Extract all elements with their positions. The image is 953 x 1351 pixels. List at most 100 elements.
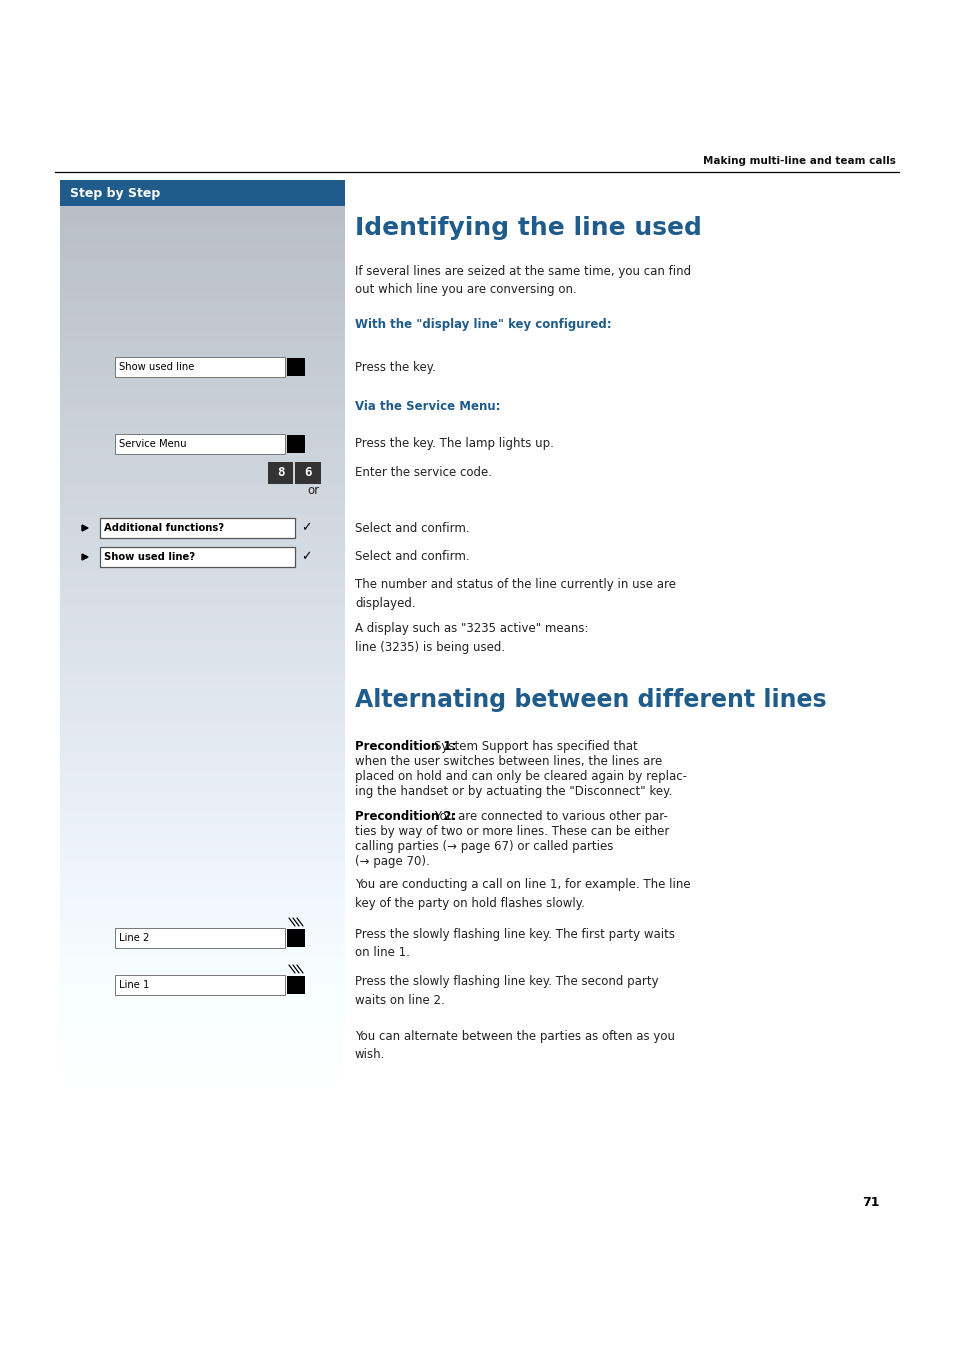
Bar [60, 538, 345, 546]
Bar [60, 1001, 345, 1011]
Bar [60, 390, 345, 399]
Text: Show used line: Show used line [119, 362, 194, 372]
Bar [115, 357, 285, 377]
Bar [60, 478, 345, 486]
Bar [60, 811, 345, 819]
Bar [60, 339, 345, 347]
Text: With the "display line" key configured:: With the "display line" key configured: [355, 317, 611, 331]
Bar [60, 309, 345, 317]
Bar [115, 928, 285, 948]
Bar [60, 877, 345, 885]
Bar [60, 796, 345, 804]
Bar [115, 975, 285, 994]
Bar [60, 935, 345, 943]
Text: or: or [308, 485, 319, 497]
Bar [60, 286, 345, 296]
Bar [60, 744, 345, 753]
Bar [60, 670, 345, 678]
Bar [60, 213, 345, 222]
Bar [60, 331, 345, 339]
Bar [60, 376, 345, 384]
Bar [287, 435, 305, 453]
Text: Press the key. The lamp lights up.: Press the key. The lamp lights up. [355, 438, 554, 450]
Bar [60, 228, 345, 236]
Bar [60, 567, 345, 576]
Bar [60, 412, 345, 420]
Bar [60, 626, 345, 634]
Bar [60, 1039, 345, 1047]
Bar [60, 301, 345, 311]
Bar [60, 825, 345, 834]
Bar [60, 553, 345, 561]
Polygon shape [82, 554, 88, 561]
Bar [60, 180, 345, 205]
Text: Line 1: Line 1 [119, 979, 150, 990]
Text: You can alternate between the parties as often as you
wish.: You can alternate between the parties as… [355, 1029, 675, 1062]
Text: Precondition 1:: Precondition 1: [355, 740, 456, 753]
Bar [287, 975, 305, 994]
Text: 6: 6 [304, 466, 312, 480]
Bar [60, 943, 345, 951]
Bar [60, 884, 345, 892]
Bar [60, 1016, 345, 1024]
Text: Press the slowly flashing line key. The second party
waits on line 2.: Press the slowly flashing line key. The … [355, 975, 658, 1006]
Bar [60, 869, 345, 877]
Bar [60, 354, 345, 362]
Bar [60, 250, 345, 258]
Bar [60, 205, 345, 215]
Bar [60, 648, 345, 657]
Bar [60, 958, 345, 966]
Bar [60, 544, 345, 553]
Text: Identifying the line used: Identifying the line used [355, 216, 701, 240]
Bar [60, 979, 345, 988]
Text: (→ page 70).: (→ page 70). [355, 855, 429, 867]
Text: 71: 71 [862, 1196, 879, 1209]
Bar [60, 854, 345, 863]
Bar [287, 358, 305, 376]
Text: Select and confirm.: Select and confirm. [355, 550, 469, 563]
Bar [60, 589, 345, 597]
Bar [60, 295, 345, 303]
Bar [60, 508, 345, 516]
Bar [60, 367, 345, 377]
Bar [60, 382, 345, 392]
Bar [60, 1067, 345, 1077]
Bar [60, 905, 345, 915]
Bar [60, 280, 345, 288]
Bar [60, 1009, 345, 1017]
Bar [60, 700, 345, 708]
Text: Service Menu: Service Menu [119, 439, 186, 449]
Text: A display such as "3235 active" means:
line (3235) is being used.: A display such as "3235 active" means: l… [355, 621, 588, 654]
Bar [60, 730, 345, 738]
Bar [60, 692, 345, 701]
Bar [60, 973, 345, 981]
Bar [60, 523, 345, 531]
Bar [60, 463, 345, 473]
Text: The number and status of the line currently in use are
displayed.: The number and status of the line curren… [355, 578, 676, 609]
Text: Additional functions?: Additional functions? [104, 523, 224, 534]
Polygon shape [82, 526, 88, 531]
Bar [60, 501, 345, 509]
Text: Making multi-line and team calls: Making multi-line and team calls [702, 155, 895, 166]
Bar [268, 462, 294, 484]
Bar [60, 471, 345, 480]
Bar [60, 758, 345, 767]
Bar [60, 316, 345, 324]
Bar [60, 582, 345, 590]
Bar [60, 273, 345, 281]
Text: Alternating between different lines: Alternating between different lines [355, 688, 825, 712]
Bar [60, 619, 345, 627]
Bar [60, 1024, 345, 1032]
Bar [60, 1054, 345, 1062]
Bar [60, 817, 345, 825]
Bar [287, 929, 305, 947]
Text: ing the handset or by actuating the "Disconnect" key.: ing the handset or by actuating the "Dis… [355, 785, 672, 797]
Text: when the user switches between lines, the lines are: when the user switches between lines, th… [355, 755, 661, 767]
Bar [60, 611, 345, 620]
Bar [60, 781, 345, 789]
Text: 8: 8 [276, 466, 284, 480]
Bar [100, 547, 294, 567]
Bar [60, 420, 345, 428]
Bar [60, 685, 345, 693]
Bar [60, 677, 345, 686]
